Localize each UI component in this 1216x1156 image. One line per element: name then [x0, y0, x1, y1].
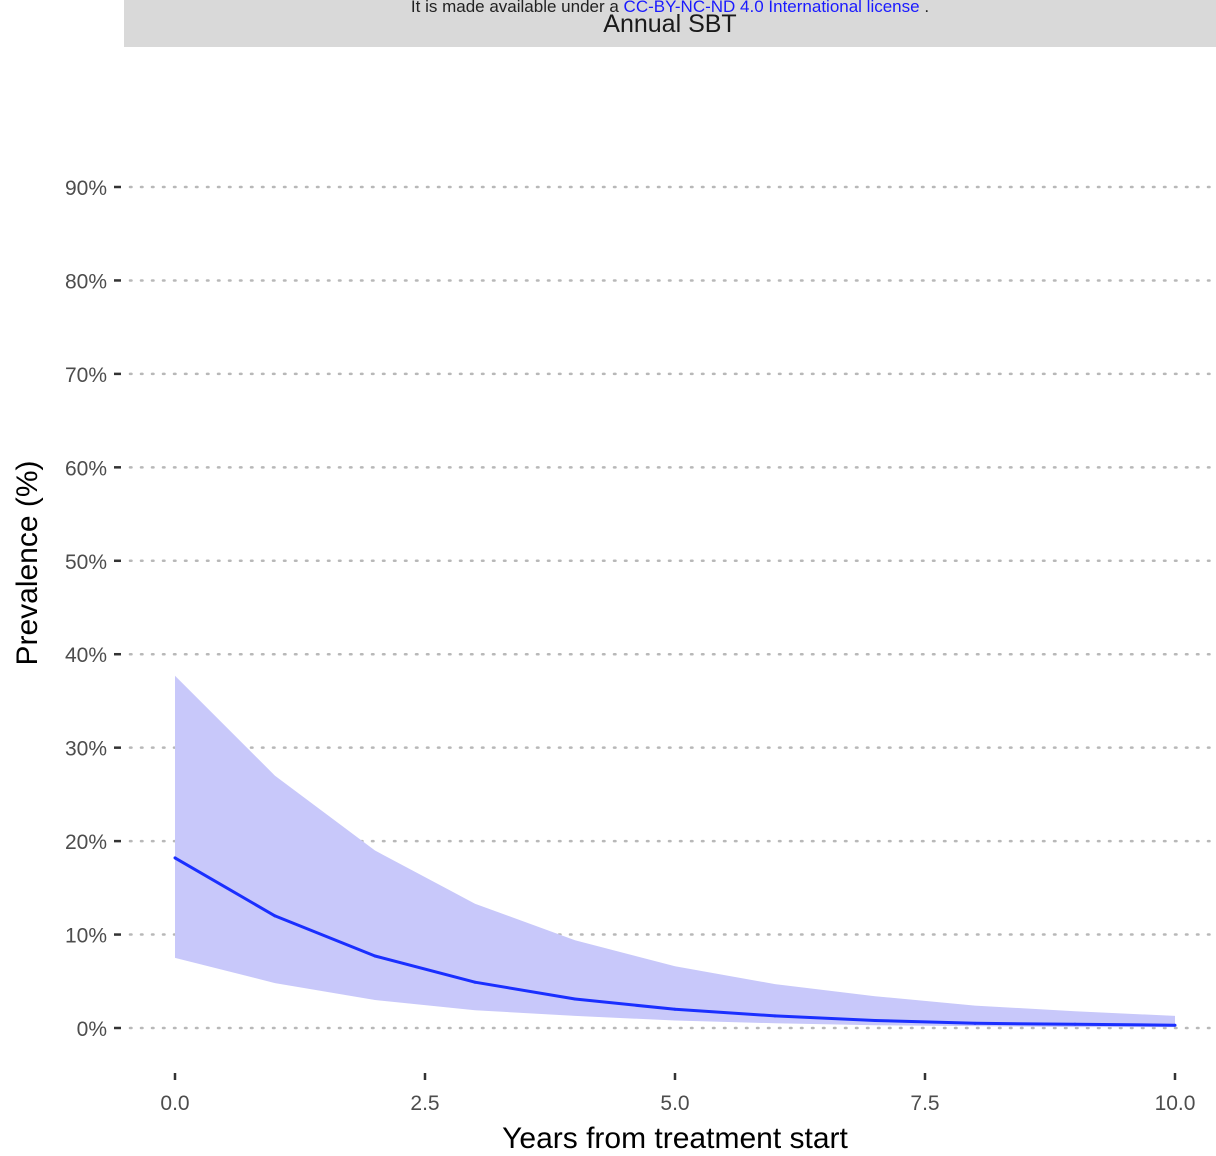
y-tick-label-2: 20% [65, 831, 107, 854]
x-tick-label-1: 2.5 [410, 1092, 439, 1115]
data-point-3 [473, 980, 477, 984]
y-tick-label-4: 40% [65, 644, 107, 667]
x-axis-title: Years from treatment start [502, 1122, 848, 1155]
series-group [173, 856, 1177, 1027]
y-tick-label-3: 30% [65, 738, 107, 761]
confidence-band [175, 675, 1175, 1028]
facet-title: Annual SBT [603, 10, 737, 38]
data-point-8 [973, 1021, 977, 1025]
data-point-4 [573, 997, 577, 1001]
y-tick-label-6: 60% [65, 457, 107, 480]
y-tick-label-9: 90% [65, 177, 107, 200]
data-point-2 [373, 954, 377, 958]
facet-strip: It is made available under a CC-BY-NC-ND… [124, 0, 1216, 47]
y-tick-label-1: 10% [65, 925, 107, 948]
x-tick-label-2: 5.0 [660, 1092, 689, 1115]
data-point-10 [1173, 1023, 1177, 1027]
data-point-9 [1073, 1022, 1077, 1026]
y-tick-label-8: 80% [65, 270, 107, 293]
data-point-6 [773, 1014, 777, 1018]
license-suffix: . [919, 0, 930, 16]
y-axis: 0% 10% 20% 30% 40% 50% 60% 70% 80% 90% [65, 177, 121, 1041]
license-prefix: It is made available under a [410, 0, 624, 16]
y-tick-label-0: 0% [77, 1018, 107, 1041]
y-tick-label-7: 70% [65, 364, 107, 387]
data-point-1 [273, 914, 277, 918]
x-tick-label-0: 0.0 [160, 1092, 189, 1115]
x-tick-label-3: 7.5 [910, 1092, 939, 1115]
confidence-band-group [175, 675, 1175, 1028]
x-tick-label-4: 10.0 [1155, 1092, 1196, 1115]
data-point-0 [173, 856, 177, 860]
y-tick-label-5: 50% [65, 551, 107, 574]
license-notice: It is made available under a CC-BY-NC-ND… [124, 0, 1216, 17]
data-point-5 [673, 1007, 677, 1011]
license-link[interactable]: CC-BY-NC-ND 4.0 International license [623, 0, 920, 16]
y-axis-title: Prevalence (%) [11, 460, 44, 665]
x-axis: 0.0 2.5 5.0 7.5 10.0 [160, 1073, 1195, 1115]
data-point-7 [873, 1019, 877, 1023]
